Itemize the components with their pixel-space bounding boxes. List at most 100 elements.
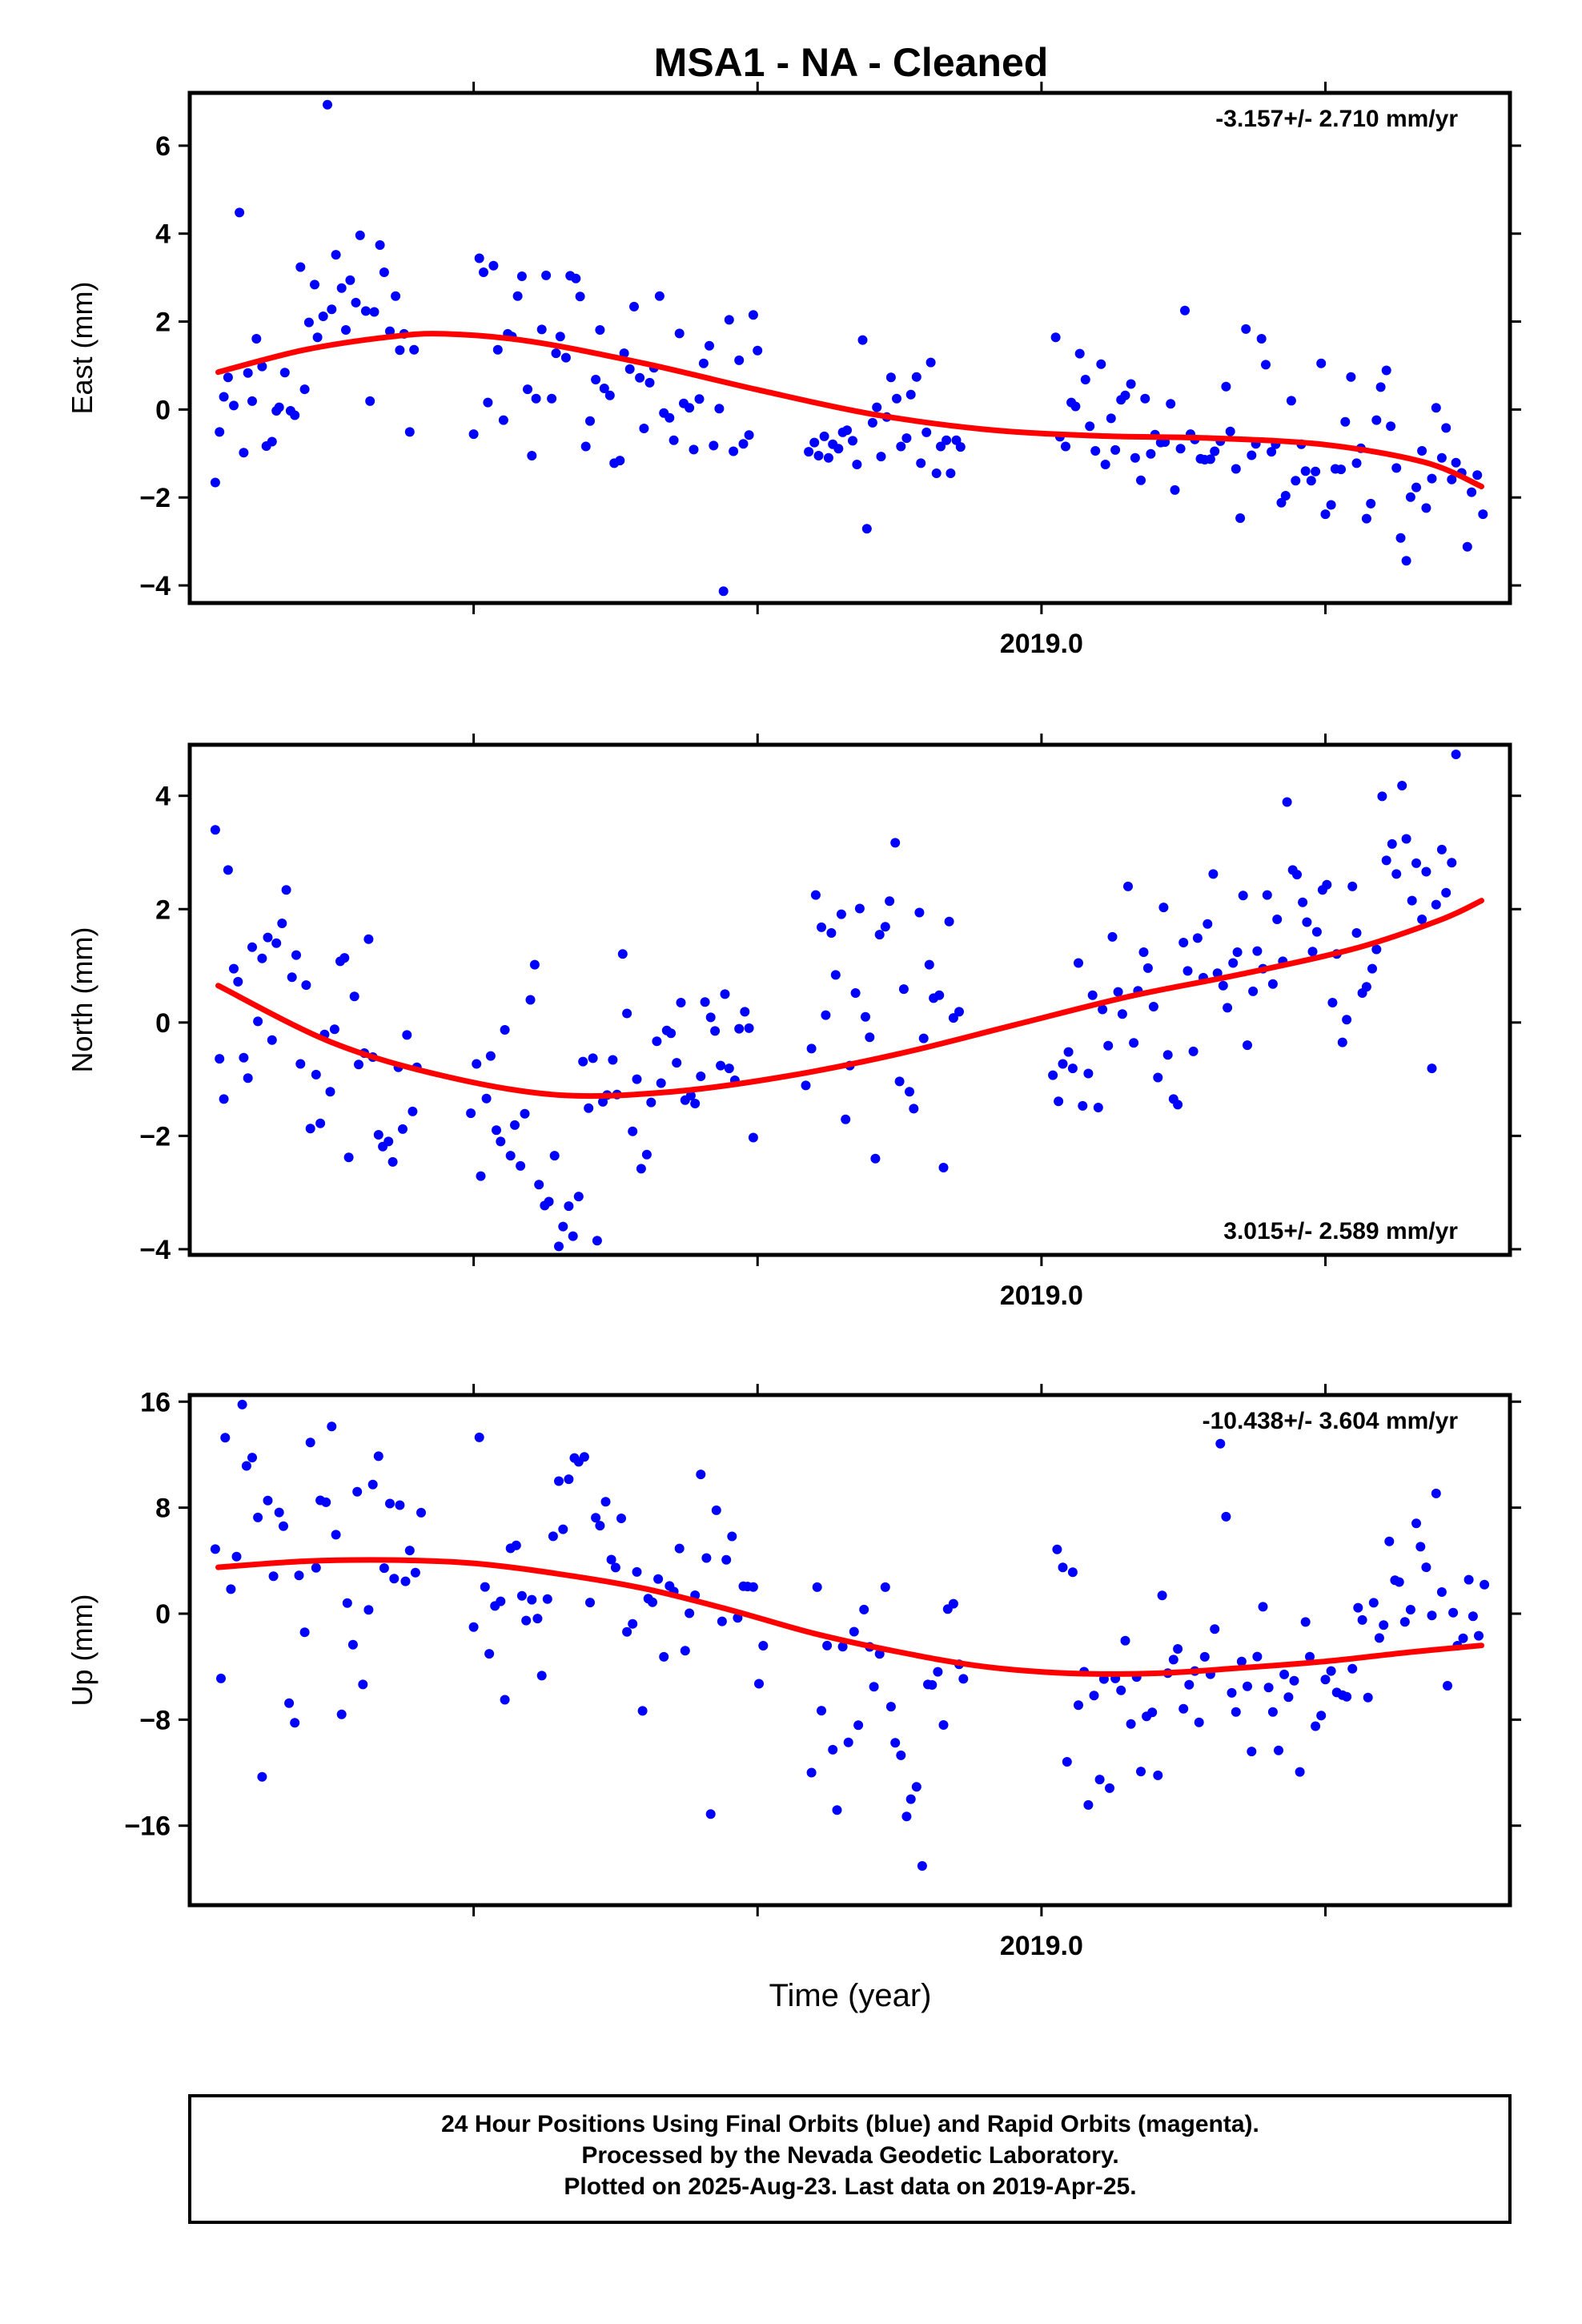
data-point [531,393,541,404]
data-point [1467,487,1477,497]
data-point [267,1035,277,1045]
rate-annotation: -3.157+/- 2.710 mm/yr [1215,106,1458,132]
data-point [1106,413,1116,424]
data-point [813,451,824,460]
data-point [1113,987,1123,997]
data-point [404,1546,415,1556]
data-point [520,1108,530,1119]
data-point [1074,348,1085,359]
data-point [689,444,699,455]
data-point [379,267,389,277]
data-point [1316,1711,1327,1721]
data-point [644,377,655,388]
data-point [1387,838,1397,849]
y-tick-label: 0 [155,1008,171,1039]
data-point [1153,1770,1163,1780]
data-point [931,468,942,478]
data-point [648,1597,657,1607]
data-point [1276,497,1287,508]
data-point [365,396,375,406]
data-point [375,240,385,250]
data-point [806,1043,817,1054]
y-tick-label: −2 [139,1121,171,1152]
data-point [1431,403,1441,413]
data-point [880,1582,890,1592]
data-point [257,953,267,963]
data-point [253,1512,263,1522]
y-tick-label: 4 [155,782,171,812]
data-point [466,1108,476,1119]
data-point [1267,447,1277,457]
data-point [727,1531,737,1542]
data-point [336,1709,347,1719]
y-tick-label: −4 [139,1235,171,1265]
data-point [287,972,297,983]
data-point [721,1554,732,1565]
data-point [1477,0,1487,5]
footer-line-3: Plotted on 2025-Aug-23. Last data on 201… [564,2173,1136,2200]
data-point [409,344,420,355]
data-point [291,950,301,960]
data-point [395,1500,405,1510]
data-point [817,922,826,932]
data-point [220,1433,231,1443]
data-point [938,1720,949,1730]
data-point [481,1093,492,1104]
data-point [1302,917,1312,927]
data-point [585,416,595,426]
data-point [363,934,374,944]
data-point [934,990,945,1000]
data-point [1192,933,1203,943]
data-point [653,1574,664,1584]
data-point [1431,1488,1441,1498]
data-point [1282,797,1292,807]
data-point [938,1163,949,1172]
data-point [1272,915,1283,924]
data-point [622,1008,632,1019]
plot-area [210,1399,1490,1871]
data-point [628,1126,638,1136]
data-point [1436,1587,1447,1597]
data-point [1451,750,1461,759]
data-point [541,270,552,280]
data-point [606,1554,616,1565]
data-point [1447,858,1457,868]
y-axis-label: Up (mm) [66,1594,98,1707]
data-point [1180,305,1190,316]
data-point [544,1196,554,1207]
data-point [641,1149,652,1160]
data-point [373,1130,383,1140]
data-point [1375,382,1386,392]
data-point [1262,890,1272,900]
data-point [231,1551,242,1562]
data-point [547,393,557,404]
data-point [1292,870,1302,880]
data-point [685,1091,696,1101]
data-point [360,306,371,316]
data-point [909,1104,919,1114]
data-point [1136,1767,1146,1777]
data-point [806,1767,817,1778]
data-point [1279,1669,1290,1679]
data-point [1096,359,1106,369]
data-point [1094,1775,1105,1785]
data-point [1391,869,1402,879]
data-point [898,984,909,995]
data-point [1327,998,1338,1007]
data-point [859,1604,869,1614]
data-point [841,1114,851,1124]
data-point [595,1521,605,1531]
data-point [819,431,829,441]
data-point [558,1524,568,1534]
data-point [1298,897,1308,907]
data-point [674,328,685,339]
data-point [874,930,885,940]
data-point [219,392,229,402]
data-point [821,1010,831,1020]
fit-line [215,898,1484,1100]
data-point [585,1598,595,1608]
data-point [948,1598,958,1609]
data-point [1417,446,1427,456]
data-point [1223,1003,1233,1013]
data-point [608,1055,618,1065]
